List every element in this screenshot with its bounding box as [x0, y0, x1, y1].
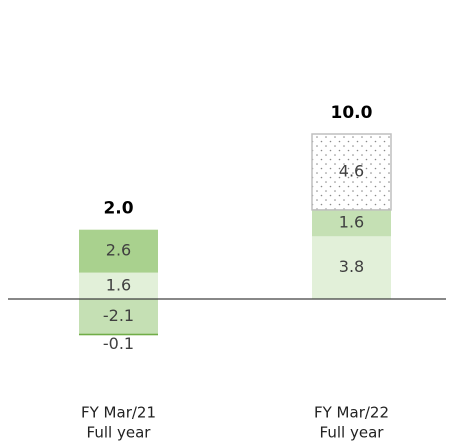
x-tick-label: FY Mar/22: [314, 404, 389, 422]
bar-segment: [311, 133, 392, 211]
x-tick-label: FY Mar/21: [81, 404, 156, 422]
bar-segment: [79, 229, 158, 273]
data-label: 3.8: [339, 257, 364, 276]
data-label: -0.1: [103, 334, 134, 353]
data-label: 1.6: [106, 275, 131, 294]
data-label: 4.6: [339, 161, 364, 180]
bar-segment: [312, 209, 391, 237]
total-label: 10.0: [331, 103, 373, 123]
x-tick-label: Full year: [87, 424, 152, 442]
data-label: 1.6: [339, 213, 364, 232]
data-label: -2.1: [103, 306, 134, 325]
bar-segment: [79, 299, 158, 334]
x-tick-label: Full year: [320, 424, 385, 442]
bar-segment: [312, 236, 391, 299]
data-label: 2.6: [106, 241, 131, 260]
total-label: 2.0: [103, 199, 133, 219]
bar-segment: [79, 272, 158, 299]
bar-segment: [79, 333, 158, 336]
